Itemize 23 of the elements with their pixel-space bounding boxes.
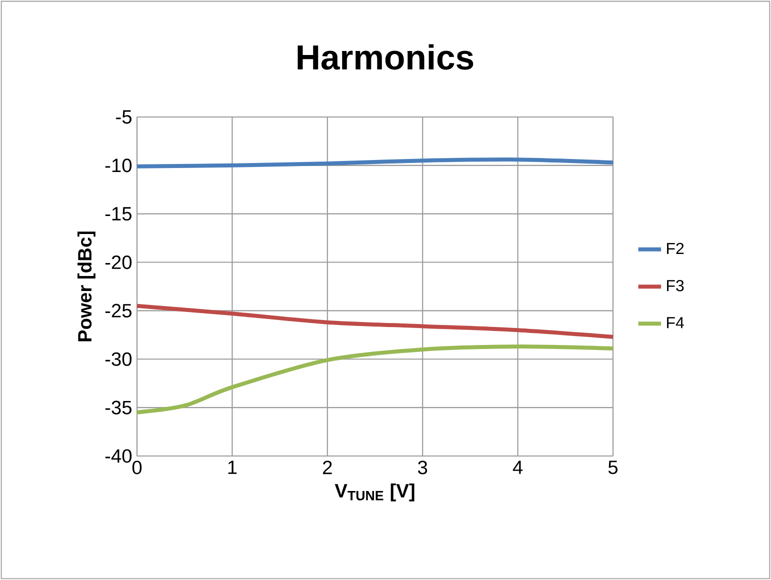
y-tick-label: -10 [105,158,132,172]
x-tick-label: 2 [323,460,332,474]
y-tick-label: -40 [105,449,132,463]
x-tick-label: 5 [608,460,618,474]
y-tick-label: -15 [105,207,132,221]
y-tick-label: -5 [116,110,132,124]
line-series [135,158,615,168]
y-tick-label: -25 [105,304,132,318]
x-axis-title: V$_{TUNE}$ [V] [334,483,414,502]
line-series [135,344,615,414]
legend-label: F2 [667,242,684,254]
line-series [135,304,615,339]
y-tick-label: -30 [105,352,132,366]
x-tick-label: 0 [132,460,142,474]
chart-title: Harmonics [298,44,474,70]
legend-label: F3 [667,280,684,292]
legend-label: F4 [667,317,684,328]
y-tick-label: -35 [105,400,132,414]
x-tick-label: 4 [512,460,523,474]
x-tick-label: 3 [418,460,428,474]
y-tick-label: -20 [105,255,132,270]
x-tick-label: 1 [228,460,237,474]
y-axis-title: Power [dBc] [78,232,96,342]
